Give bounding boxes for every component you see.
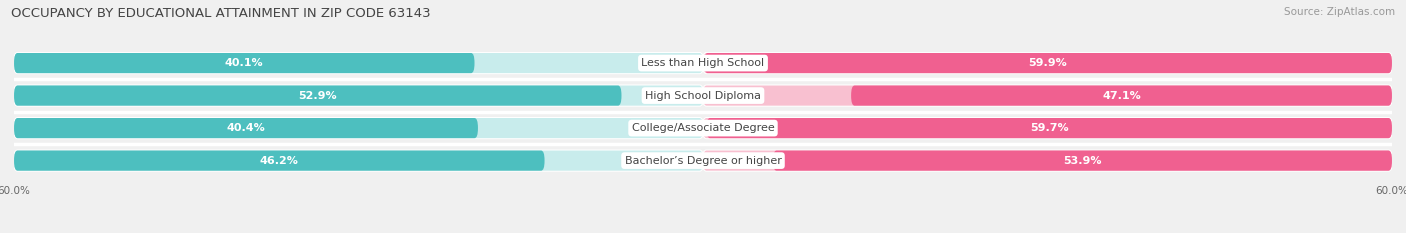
Text: Bachelor’s Degree or higher: Bachelor’s Degree or higher: [624, 156, 782, 166]
Text: 53.9%: 53.9%: [1063, 156, 1102, 166]
FancyBboxPatch shape: [14, 118, 703, 138]
FancyBboxPatch shape: [14, 118, 478, 138]
FancyBboxPatch shape: [773, 151, 1392, 171]
FancyBboxPatch shape: [14, 86, 621, 106]
Text: 40.4%: 40.4%: [226, 123, 266, 133]
Text: College/Associate Degree: College/Associate Degree: [631, 123, 775, 133]
FancyBboxPatch shape: [703, 53, 1392, 73]
FancyBboxPatch shape: [14, 151, 703, 171]
FancyBboxPatch shape: [704, 53, 1392, 73]
Text: 52.9%: 52.9%: [298, 91, 337, 101]
FancyBboxPatch shape: [703, 86, 1392, 106]
FancyBboxPatch shape: [14, 86, 703, 106]
FancyBboxPatch shape: [703, 118, 1392, 138]
FancyBboxPatch shape: [703, 118, 1392, 138]
Text: Source: ZipAtlas.com: Source: ZipAtlas.com: [1284, 7, 1395, 17]
FancyBboxPatch shape: [14, 53, 703, 73]
Legend: Owner-occupied, Renter-occupied: Owner-occupied, Renter-occupied: [586, 230, 820, 233]
Text: Less than High School: Less than High School: [641, 58, 765, 68]
Text: 40.1%: 40.1%: [225, 58, 263, 68]
Text: 59.9%: 59.9%: [1029, 58, 1067, 68]
FancyBboxPatch shape: [703, 86, 1392, 106]
FancyBboxPatch shape: [706, 118, 1392, 138]
FancyBboxPatch shape: [14, 151, 544, 171]
FancyBboxPatch shape: [703, 151, 1392, 171]
Text: 59.7%: 59.7%: [1029, 123, 1069, 133]
FancyBboxPatch shape: [851, 86, 1392, 106]
Text: 46.2%: 46.2%: [260, 156, 298, 166]
FancyBboxPatch shape: [14, 53, 474, 73]
Text: 47.1%: 47.1%: [1102, 91, 1140, 101]
FancyBboxPatch shape: [14, 118, 703, 138]
Text: High School Diploma: High School Diploma: [645, 91, 761, 101]
FancyBboxPatch shape: [703, 53, 1392, 73]
FancyBboxPatch shape: [14, 151, 703, 171]
FancyBboxPatch shape: [703, 151, 1392, 171]
FancyBboxPatch shape: [14, 53, 703, 73]
FancyBboxPatch shape: [14, 86, 703, 106]
Text: OCCUPANCY BY EDUCATIONAL ATTAINMENT IN ZIP CODE 63143: OCCUPANCY BY EDUCATIONAL ATTAINMENT IN Z…: [11, 7, 430, 20]
